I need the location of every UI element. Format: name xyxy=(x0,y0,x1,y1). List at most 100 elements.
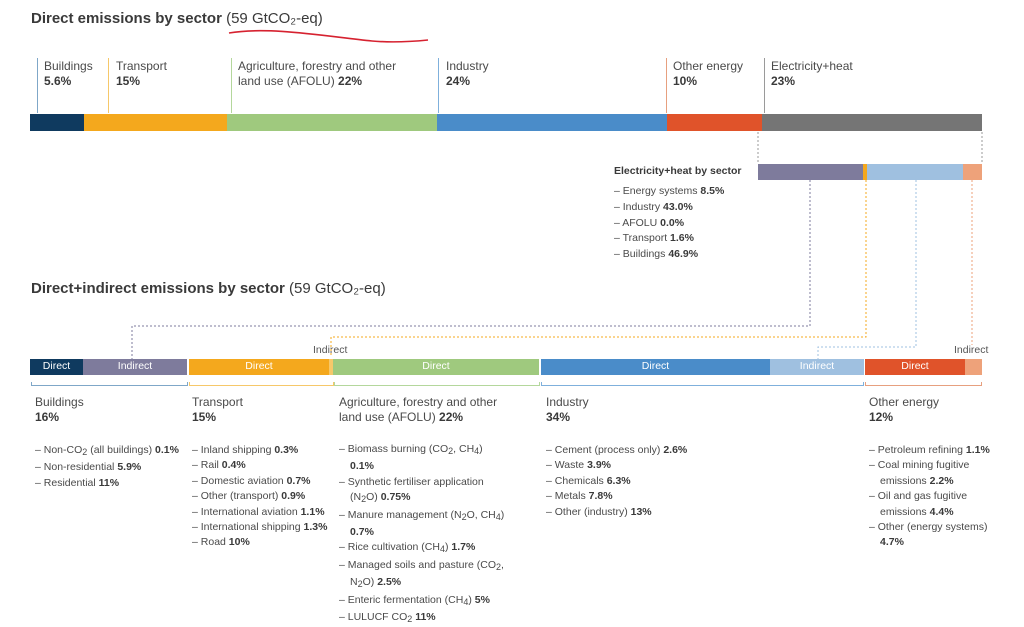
direct-bar-afolu xyxy=(226,114,438,131)
bracket-afolu xyxy=(334,382,540,386)
bracket-other-energy xyxy=(865,382,982,386)
eh-item-afolu: – AFOLU 0.0% xyxy=(614,216,685,229)
direct-label-afolu: Agriculture, forestry and other land use… xyxy=(238,59,397,88)
di-bar-afolu-direct: Direct xyxy=(333,359,539,375)
electricity-heat-bar xyxy=(758,164,982,180)
list-item: – Domestic aviation 0.7% xyxy=(192,474,311,487)
group-items: – Cement (process only) 2.6% – Waste 3.9… xyxy=(546,443,746,520)
handwritten-underline xyxy=(228,29,429,43)
group-value: 15% xyxy=(192,410,217,424)
direct-title-qualifier: (59 GtCO₂-eq) xyxy=(226,10,323,27)
eh-bar-transport xyxy=(863,164,867,180)
list-item: – Residential 11% xyxy=(35,476,120,489)
list-item: – Inland shipping 0.3% xyxy=(192,444,299,456)
group-buildings: Buildings 16% – Non-CO2 (all buildings) … xyxy=(35,395,185,491)
direct-label-electricity-heat: Electricity+heat 23% xyxy=(771,59,853,88)
eh-item-buildings: – Buildings 46.9% xyxy=(614,248,699,261)
transport-leader xyxy=(108,58,109,113)
list-item: – Rail 0.4% xyxy=(192,459,246,472)
direct-emissions-bar xyxy=(30,114,982,131)
list-item: – Waste 3.9% xyxy=(546,459,611,472)
direct-label-industry: Industry 24% xyxy=(446,59,489,88)
group-items: – Inland shipping 0.3% – Rail 0.4% – Dom… xyxy=(192,443,332,551)
group-value: 34% xyxy=(546,410,571,424)
connector-industry xyxy=(817,180,917,359)
list-item: – Biomass burning (CO2, CH4) 0.1% xyxy=(339,443,483,473)
group-other-energy: Other energy 12% – Petroleum refining 1.… xyxy=(869,395,1004,551)
di-bar-buildings-direct: Direct xyxy=(30,359,83,375)
afolu-leader xyxy=(231,58,232,113)
eh-item-energy-systems: – Energy systems 8.5% xyxy=(614,185,725,197)
group-items: – Petroleum refining 1.1% – Coal mining … xyxy=(869,443,1004,551)
direct-indirect-title: Direct+indirect emissions by sector (59 … xyxy=(31,280,386,297)
group-name: Other energy xyxy=(869,395,940,409)
group-name: Industry xyxy=(546,395,589,409)
group-items: – Biomass burning (CO2, CH4) 0.1% – Synt… xyxy=(339,442,509,627)
transport-indirect-label: Indirect xyxy=(313,344,348,356)
list-item: – Synthetic fertiliser application (N2O)… xyxy=(339,475,484,505)
industry-leader xyxy=(438,58,439,113)
list-item: – Other (energy systems) 4.7% xyxy=(869,521,988,549)
list-item: – Managed soils and pasture (CO2, N2O) 2… xyxy=(339,558,504,590)
group-transport: Transport 15% – Inland shipping 0.3% – R… xyxy=(192,395,332,551)
electricity-heat-title: Electricity+heat by sector xyxy=(614,165,742,177)
direct-label-other-energy: Other energy 10% xyxy=(673,59,744,88)
direct-bar-buildings xyxy=(30,114,84,131)
direct-bar-industry xyxy=(437,114,667,131)
eh-item-transport: – Transport 1.6% xyxy=(614,232,694,245)
connector-transport xyxy=(330,180,867,355)
electricity-heat-breakdown: Electricity+heat by sector – Energy syst… xyxy=(614,165,764,263)
list-item: – Chemicals 6.3% xyxy=(546,474,631,487)
list-item: – Petroleum refining 1.1% xyxy=(869,444,990,456)
group-value: 22% xyxy=(439,410,464,424)
eh-item-industry: – Industry 43.0% xyxy=(614,200,693,213)
bracket-industry xyxy=(541,382,864,386)
group-value: 16% xyxy=(35,410,60,424)
connector-buildings xyxy=(131,180,811,359)
list-item: – Coal mining fugitive emissions 2.2% xyxy=(869,459,970,487)
direct-bar-electricity-heat xyxy=(762,114,982,131)
direct-bar-transport xyxy=(83,114,227,131)
group-items: – Non-CO2 (all buildings) 0.1% – Non-res… xyxy=(35,443,185,491)
other-energy-indirect-label: Indirect xyxy=(954,344,989,356)
other-energy-leader xyxy=(666,58,667,113)
di-bar-transport-indirect xyxy=(329,359,333,375)
di-bar-buildings-indirect: Indirect xyxy=(83,359,187,375)
list-item: – Other (transport) 0.9% xyxy=(192,490,306,503)
list-item: – Other (industry) 13% xyxy=(546,505,652,518)
direct-label-transport: Transport 15% xyxy=(116,59,167,88)
electricity-leader xyxy=(764,58,765,113)
direct-indirect-title-qualifier: (59 GtCO₂-eq) xyxy=(289,280,386,297)
list-item: – Cement (process only) 2.6% xyxy=(546,444,688,456)
group-value: 12% xyxy=(869,410,894,424)
list-item: – Enteric fermentation (CH4) 5% xyxy=(339,593,490,607)
di-bar-other-energy-indirect xyxy=(965,359,982,375)
bracket-buildings xyxy=(31,382,188,386)
list-item: – International aviation 1.1% xyxy=(192,505,325,518)
list-item: – Oil and gas fugitive emissions 4.4% xyxy=(869,490,968,518)
direct-title-text: Direct emissions by sector xyxy=(31,10,222,27)
group-name: Transport xyxy=(192,395,243,409)
list-item: – Road 10% xyxy=(192,536,250,549)
group-name: Agriculture, forestry and other land use… xyxy=(339,395,498,424)
list-item: – Metals 7.8% xyxy=(546,490,613,503)
group-industry: Industry 34% – Cement (process only) 2.6… xyxy=(546,395,746,520)
di-bar-industry-direct: Direct xyxy=(541,359,770,375)
group-afolu: Agriculture, forestry and other land use… xyxy=(339,395,509,627)
direct-title: Direct emissions by sector (59 GtCO₂-eq) xyxy=(31,10,323,27)
list-item: – International shipping 1.3% xyxy=(192,521,328,534)
di-bar-industry-indirect: Indirect xyxy=(770,359,864,375)
direct-indirect-title-text: Direct+indirect emissions by sector xyxy=(31,280,285,297)
di-bar-transport-direct: Direct xyxy=(189,359,329,375)
list-item: – Non-CO2 (all buildings) 0.1% xyxy=(35,444,179,457)
direct-label-buildings: Buildings 5.6% xyxy=(44,59,93,88)
eh-bar-energy-systems xyxy=(962,164,982,180)
direct-bar-other-energy xyxy=(666,114,763,131)
eh-bar-buildings xyxy=(758,164,864,180)
list-item: – LULUCF CO2 11% xyxy=(339,611,436,625)
buildings-leader xyxy=(37,58,38,113)
eh-bar-industry xyxy=(866,164,963,180)
group-name: Buildings xyxy=(35,395,84,409)
